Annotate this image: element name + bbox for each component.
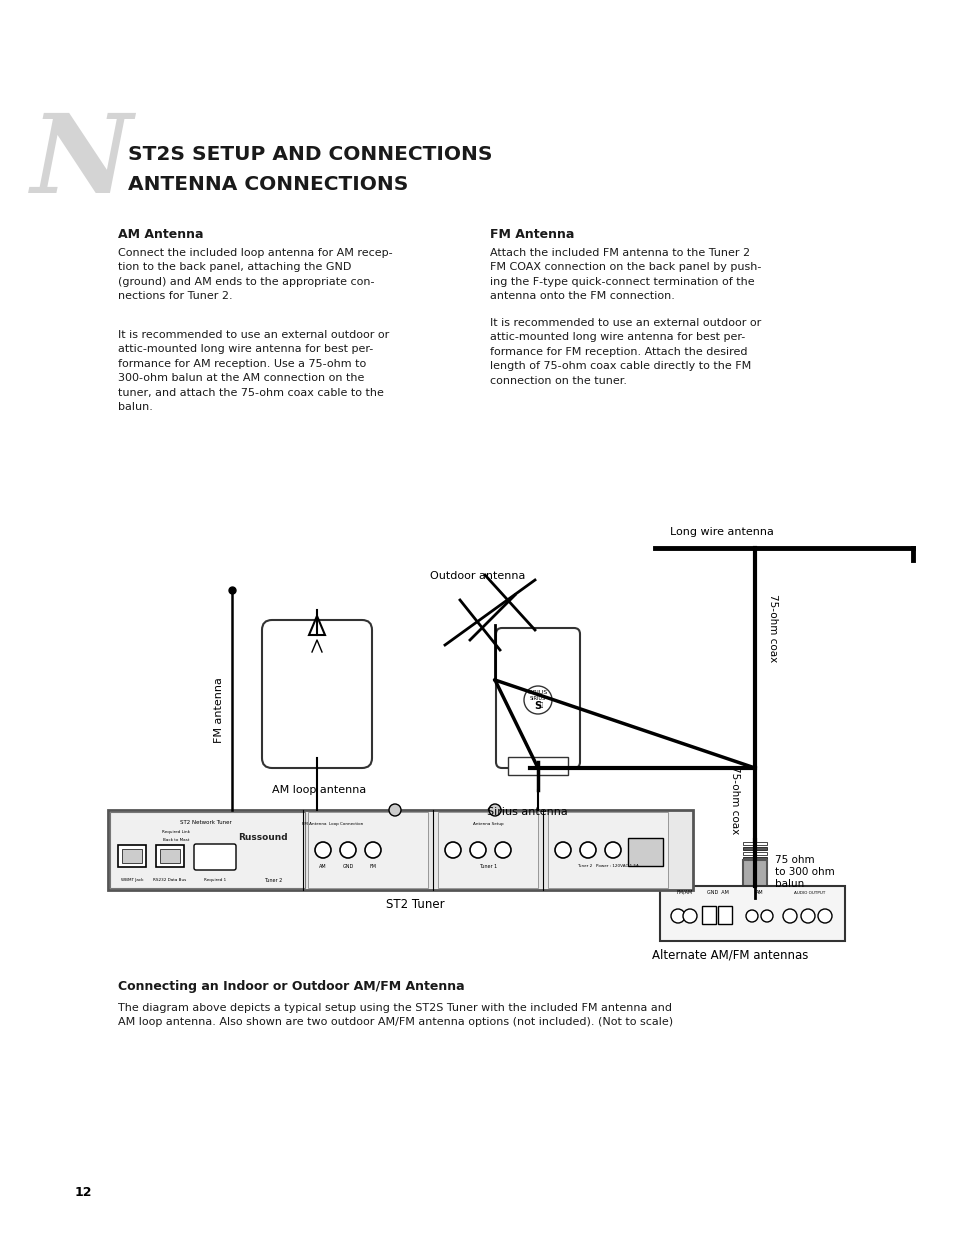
Bar [742,857,766,860]
Circle shape [817,909,831,923]
Bar [160,848,180,863]
Text: ST2 Network Tuner: ST2 Network Tuner [180,820,232,825]
Text: FM Antenna  Loop Connection: FM Antenna Loop Connection [302,823,363,826]
Bar [108,810,692,890]
Text: Required 1: Required 1 [204,878,226,882]
Bar [627,839,662,866]
Circle shape [444,842,460,858]
Text: Tuner 1: Tuner 1 [478,863,497,868]
Text: Connecting an Indoor or Outdoor AM/FM Antenna: Connecting an Indoor or Outdoor AM/FM An… [118,981,464,993]
Text: Required Link: Required Link [162,830,190,834]
Circle shape [365,842,380,858]
Circle shape [314,842,331,858]
Text: FM Antenna: FM Antenna [490,228,574,241]
Bar [742,842,766,845]
Bar [308,811,428,888]
Text: WBMT Jack: WBMT Jack [121,878,143,882]
Bar [742,852,766,855]
Text: Tuner 2: Tuner 2 [264,878,282,883]
Text: S: S [534,701,541,711]
Text: ST2 Tuner: ST2 Tuner [385,899,444,911]
Text: GND  AM: GND AM [706,890,728,895]
Text: SIRIUS: SIRIUS [529,695,545,700]
Bar [507,757,567,776]
Circle shape [579,842,596,858]
Circle shape [339,842,355,858]
Bar [156,845,184,867]
Text: ANTENNA CONNECTIONS: ANTENNA CONNECTIONS [128,174,408,194]
Circle shape [470,842,485,858]
Bar [659,885,844,941]
FancyBboxPatch shape [262,620,372,768]
Circle shape [782,909,796,923]
Bar [742,847,766,850]
Text: Ⓒ: Ⓒ [538,703,542,708]
Text: 75-ohm coax: 75-ohm coax [729,766,740,834]
Bar [742,860,766,898]
Circle shape [801,909,814,923]
Circle shape [523,685,552,714]
Text: Russound: Russound [238,834,288,842]
Bar [118,845,146,867]
Text: 12: 12 [75,1187,92,1199]
Text: Sirius antenna: Sirius antenna [486,806,567,818]
Circle shape [760,910,772,923]
FancyBboxPatch shape [193,844,235,869]
Text: GND: GND [342,863,354,868]
Text: Alternate AM/FM antennas: Alternate AM/FM antennas [651,948,807,962]
Text: It is recommended to use an external outdoor or
attic-mounted long wire antenna : It is recommended to use an external out… [490,317,760,385]
Bar [437,811,537,888]
Circle shape [555,842,571,858]
Text: 75-ohm coax: 75-ohm coax [767,594,778,662]
Text: RS232 Data Bus: RS232 Data Bus [153,878,187,882]
Text: AM: AM [756,890,763,895]
Text: AM loop antenna: AM loop antenna [272,785,366,795]
Text: Back to Mast: Back to Mast [163,839,189,842]
Text: Outdoor antenna: Outdoor antenna [430,571,525,580]
Text: Tuner 2   Power : 120VAC 1.5A: Tuner 2 Power : 120VAC 1.5A [577,864,639,868]
Circle shape [389,804,400,816]
Text: FM/AM: FM/AM [677,890,693,895]
FancyBboxPatch shape [496,629,579,768]
Text: FM antenna: FM antenna [213,677,224,743]
Text: Long wire antenna: Long wire antenna [669,527,773,537]
Text: Antenna Setup: Antenna Setup [472,823,503,826]
Text: Connect the included loop antenna for AM recep-
tion to the back panel, attachin: Connect the included loop antenna for AM… [118,248,393,301]
Circle shape [682,909,697,923]
Text: AM Antenna: AM Antenna [118,228,203,241]
Text: AM: AM [319,863,327,868]
Circle shape [604,842,620,858]
Bar [701,906,716,924]
Text: The diagram above depicts a typical setup using the ST2S Tuner with the included: The diagram above depicts a typical setu… [118,1003,673,1028]
Circle shape [745,910,758,923]
Bar [122,848,142,863]
Text: SIRIUS: SIRIUS [527,689,548,694]
Text: FM: FM [369,863,376,868]
Circle shape [670,909,684,923]
Text: 75 ohm
to 300 ohm
balun: 75 ohm to 300 ohm balun [774,856,834,889]
Text: Attach the included FM antenna to the Tuner 2
FM COAX connection on the back pan: Attach the included FM antenna to the Tu… [490,248,760,301]
Text: N: N [31,109,132,217]
Bar [110,811,305,888]
Circle shape [495,842,511,858]
Text: ST2S SETUP AND CONNECTIONS: ST2S SETUP AND CONNECTIONS [128,144,492,163]
Text: It is recommended to use an external outdoor or
attic-mounted long wire antenna : It is recommended to use an external out… [118,330,389,412]
Polygon shape [309,616,325,635]
Text: AUDIO OUTPUT: AUDIO OUTPUT [794,890,825,895]
Bar [547,811,667,888]
Circle shape [489,804,500,816]
Bar [718,906,731,924]
